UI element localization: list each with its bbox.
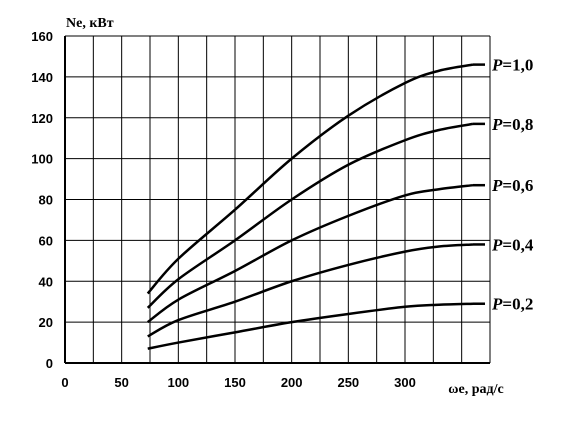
- series-line-3: [146, 183, 474, 324]
- series-label-value: =1,0: [502, 56, 533, 75]
- x-axis-label: ωe, рад/с: [448, 382, 503, 397]
- x-tick-label: 50: [114, 375, 128, 390]
- x-tick-label: 150: [224, 375, 246, 390]
- series-label-value: =0,8: [502, 115, 533, 134]
- series-label-1: P=1,0: [491, 56, 533, 75]
- y-tick-label: 0: [46, 356, 53, 371]
- x-tick-label: 200: [281, 375, 303, 390]
- grid: [64, 35, 491, 364]
- series-line-4: [147, 243, 474, 338]
- series-line-5: [147, 302, 474, 350]
- y-tick-label: 20: [39, 315, 53, 330]
- y-tick-label: 140: [31, 70, 53, 85]
- series-labels: P=1,0P=0,8P=0,6P=0,4P=0,2: [491, 56, 534, 314]
- series-lines: [146, 63, 485, 350]
- y-tick-label: 40: [39, 274, 53, 289]
- series-label-letter: P: [491, 115, 503, 134]
- series-label-value: =0,6: [502, 176, 533, 195]
- series-label-3: P=0,6: [491, 176, 533, 195]
- series-line-2: [146, 122, 474, 309]
- series-label-letter: P: [491, 56, 503, 75]
- series-label-value: =0,4: [502, 235, 533, 254]
- tick-labels: 0 20 40 60 80 100 120 140 160 0 50 100 150 200 250 300: [31, 29, 416, 390]
- series-label-letter: P: [491, 235, 503, 254]
- x-tick-label: 250: [337, 375, 359, 390]
- y-tick-label: 160: [31, 29, 53, 44]
- series-label-4: P=0,4: [491, 235, 534, 254]
- x-tick-label: 300: [394, 375, 416, 390]
- y-tick-label: 60: [39, 233, 53, 248]
- series-label-value: =0,2: [502, 295, 533, 314]
- series-label-letter: P: [491, 295, 503, 314]
- x-tick-label: 0: [61, 375, 68, 390]
- series-line-1: [146, 63, 474, 295]
- series-label-2: P=0,8: [491, 115, 533, 134]
- y-tick-label: 120: [31, 111, 53, 126]
- y-axis-label: Ne, кВт: [66, 16, 114, 31]
- series-label-letter: P: [491, 176, 503, 195]
- series-label-5: P=0,2: [491, 295, 533, 314]
- y-tick-label: 80: [39, 193, 53, 208]
- y-tick-label: 100: [31, 152, 53, 167]
- x-tick-label: 100: [167, 375, 189, 390]
